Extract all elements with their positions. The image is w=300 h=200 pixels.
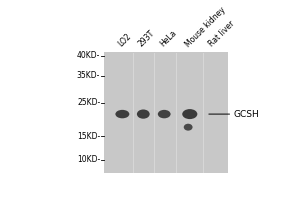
Text: HeLa: HeLa — [158, 29, 178, 49]
Text: 293T: 293T — [137, 29, 157, 49]
Text: GCSH: GCSH — [234, 110, 260, 119]
Ellipse shape — [158, 110, 171, 118]
Ellipse shape — [137, 109, 150, 119]
Text: 25KD-: 25KD- — [77, 98, 100, 107]
Ellipse shape — [182, 109, 197, 119]
Ellipse shape — [184, 124, 193, 131]
Text: Rat liver: Rat liver — [207, 19, 236, 49]
Text: 40KD-: 40KD- — [77, 51, 100, 60]
Bar — [104, 52, 228, 173]
Text: 10KD-: 10KD- — [77, 155, 100, 164]
Text: 15KD-: 15KD- — [77, 132, 100, 141]
Text: 35KD-: 35KD- — [77, 71, 100, 80]
Text: LO2: LO2 — [116, 32, 133, 49]
Text: Mouse kidney: Mouse kidney — [183, 5, 227, 49]
Ellipse shape — [116, 110, 129, 118]
